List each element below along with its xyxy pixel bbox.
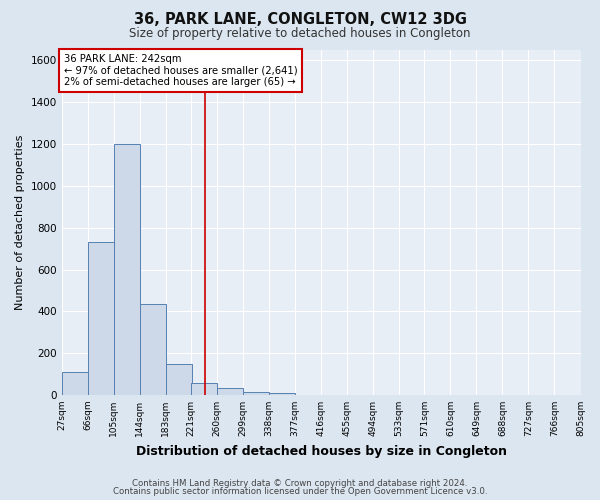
Y-axis label: Number of detached properties: Number of detached properties: [15, 135, 25, 310]
Bar: [113, 144, 140, 395]
Bar: [243, 392, 269, 395]
Bar: [191, 384, 217, 395]
Bar: [269, 393, 295, 395]
Text: Contains HM Land Registry data © Crown copyright and database right 2024.: Contains HM Land Registry data © Crown c…: [132, 478, 468, 488]
Text: 36, PARK LANE, CONGLETON, CW12 3DG: 36, PARK LANE, CONGLETON, CW12 3DG: [133, 12, 467, 28]
Text: 36 PARK LANE: 242sqm
← 97% of detached houses are smaller (2,641)
2% of semi-det: 36 PARK LANE: 242sqm ← 97% of detached h…: [64, 54, 297, 88]
Text: Size of property relative to detached houses in Congleton: Size of property relative to detached ho…: [129, 28, 471, 40]
Bar: [217, 388, 243, 395]
Bar: [62, 372, 88, 395]
Bar: [140, 304, 166, 395]
Bar: [166, 364, 192, 395]
Bar: [88, 242, 113, 395]
Text: Contains public sector information licensed under the Open Government Licence v3: Contains public sector information licen…: [113, 487, 487, 496]
X-axis label: Distribution of detached houses by size in Congleton: Distribution of detached houses by size …: [136, 444, 506, 458]
